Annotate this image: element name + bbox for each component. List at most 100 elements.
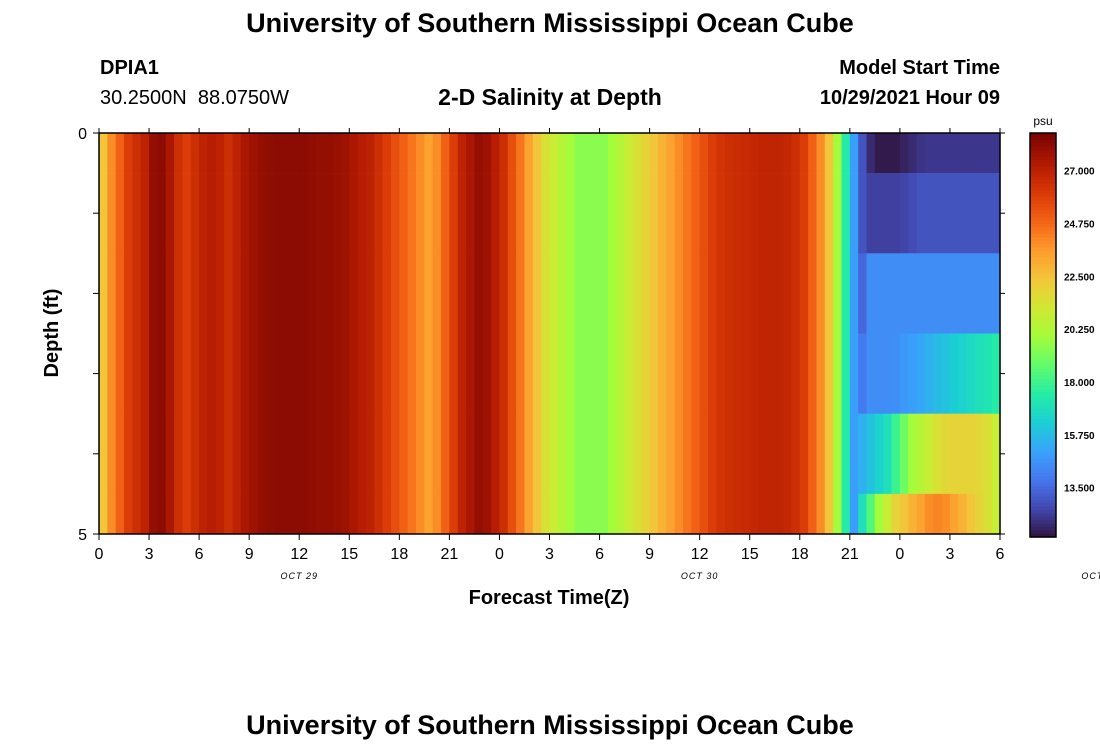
model-start-label: Model Start Time [839,57,1000,79]
heatmap-cell [924,173,934,254]
heatmap-cell [407,413,417,495]
heatmap-cell [841,173,851,254]
x-tick-label: 6 [595,546,604,563]
colorbar-swatch [1030,153,1056,158]
heatmap-cell [958,333,968,414]
heatmap-cell [382,173,392,254]
heatmap-cell [924,413,934,495]
heatmap-cell [874,253,884,334]
heatmap-cell [649,493,659,535]
heatmap-cell [624,133,634,174]
x-tick-label: 9 [245,546,254,563]
heatmap-cell [182,413,192,495]
heatmap-cell [908,133,918,174]
heatmap-cell [674,493,684,535]
heatmap-cell [115,133,125,174]
heatmap-cell [541,173,551,254]
colorbar-swatch [1030,456,1056,461]
colorbar-swatch [1030,365,1056,370]
heatmap-cell [124,133,133,174]
colorbar-swatch [1030,260,1056,265]
heatmap-cell [190,173,200,254]
heatmap-cell [449,493,459,535]
heatmap-cell [691,253,701,334]
colorbar-swatch [1030,271,1056,275]
heatmap-cell [215,253,225,334]
heatmap-cell [949,173,959,254]
colorbar-swatch [1030,398,1056,403]
heatmap-cell [466,493,476,535]
heatmap-cell [941,333,951,414]
heatmap-cell [174,493,184,535]
heatmap-cell [124,493,133,535]
heatmap-cell [933,133,943,174]
heatmap-cell [274,253,284,334]
heatmap-cell [215,493,225,535]
heatmap-cell [774,253,784,334]
colorbar-swatch [1030,223,1056,228]
heatmap-cell [249,133,259,174]
heatmap-cell [315,173,325,254]
heatmap-cell [190,133,200,174]
heatmap-cell [607,413,617,495]
colorbar-swatch [1030,412,1056,417]
heatmap-cell [674,253,684,334]
heatmap-cell [349,133,359,174]
heatmap-cell [416,133,425,174]
heatmap-cell [307,173,317,254]
heatmap-cell [507,493,517,535]
heatmap-cell [724,333,734,414]
heatmap-cell [799,133,809,174]
heatmap-cell [808,253,818,334]
heatmap-cell [883,333,893,414]
heatmap-cell [265,173,275,254]
heatmap-cell [516,333,526,414]
heatmap-cell [441,333,450,414]
heatmap-cell [749,333,759,414]
heatmap-cell [766,133,776,174]
heatmap-cell [157,333,167,414]
colorbar-swatch [1030,331,1056,336]
heatmap-cell [265,133,275,174]
y-tick-label: 0 [78,126,87,143]
heatmap-cell [482,333,492,414]
heatmap-cell [966,133,976,174]
heatmap-cell [791,493,801,535]
heatmap-cell [466,253,476,334]
colorbar-swatch [1030,163,1056,168]
heatmap-cell [407,133,417,174]
heatmap-cell [482,253,492,334]
heatmap-cell [641,333,651,414]
heatmap-cell [899,333,909,414]
y-axis-ticks: 05 [78,126,1005,544]
heatmap-cell [858,173,868,254]
colorbar-swatch [1030,159,1056,164]
heatmap-cell [741,493,751,535]
heatmap-cell [290,413,300,495]
heatmap-cell [149,413,158,495]
colorbar-swatch [1030,432,1056,437]
heatmap-cell [799,333,809,414]
heatmap-cell [599,333,609,414]
colorbar-swatch [1030,503,1056,508]
heatmap-cell [641,493,651,535]
heatmap-cell [140,133,150,174]
heatmap-cell [124,413,133,495]
heatmap-cell [115,493,125,535]
heatmap-cell [591,253,601,334]
heatmap-cell [824,333,834,414]
heatmap-cell [232,493,242,535]
heatmap-cell [424,173,434,254]
heatmap-cell [265,253,275,334]
footer-title: University of Southern Mississippi Ocean… [246,710,854,740]
heatmap-cell [966,253,976,334]
heatmap-cell [783,173,793,254]
colorbar-swatch [1030,176,1056,181]
heatmap-cell [841,413,851,495]
heatmap-cell [749,173,759,254]
heatmap-cell [274,333,284,414]
heatmap-cell [883,253,893,334]
heatmap-cell [99,253,108,334]
heatmap-cell [474,253,484,334]
heatmap-cell [324,413,334,495]
